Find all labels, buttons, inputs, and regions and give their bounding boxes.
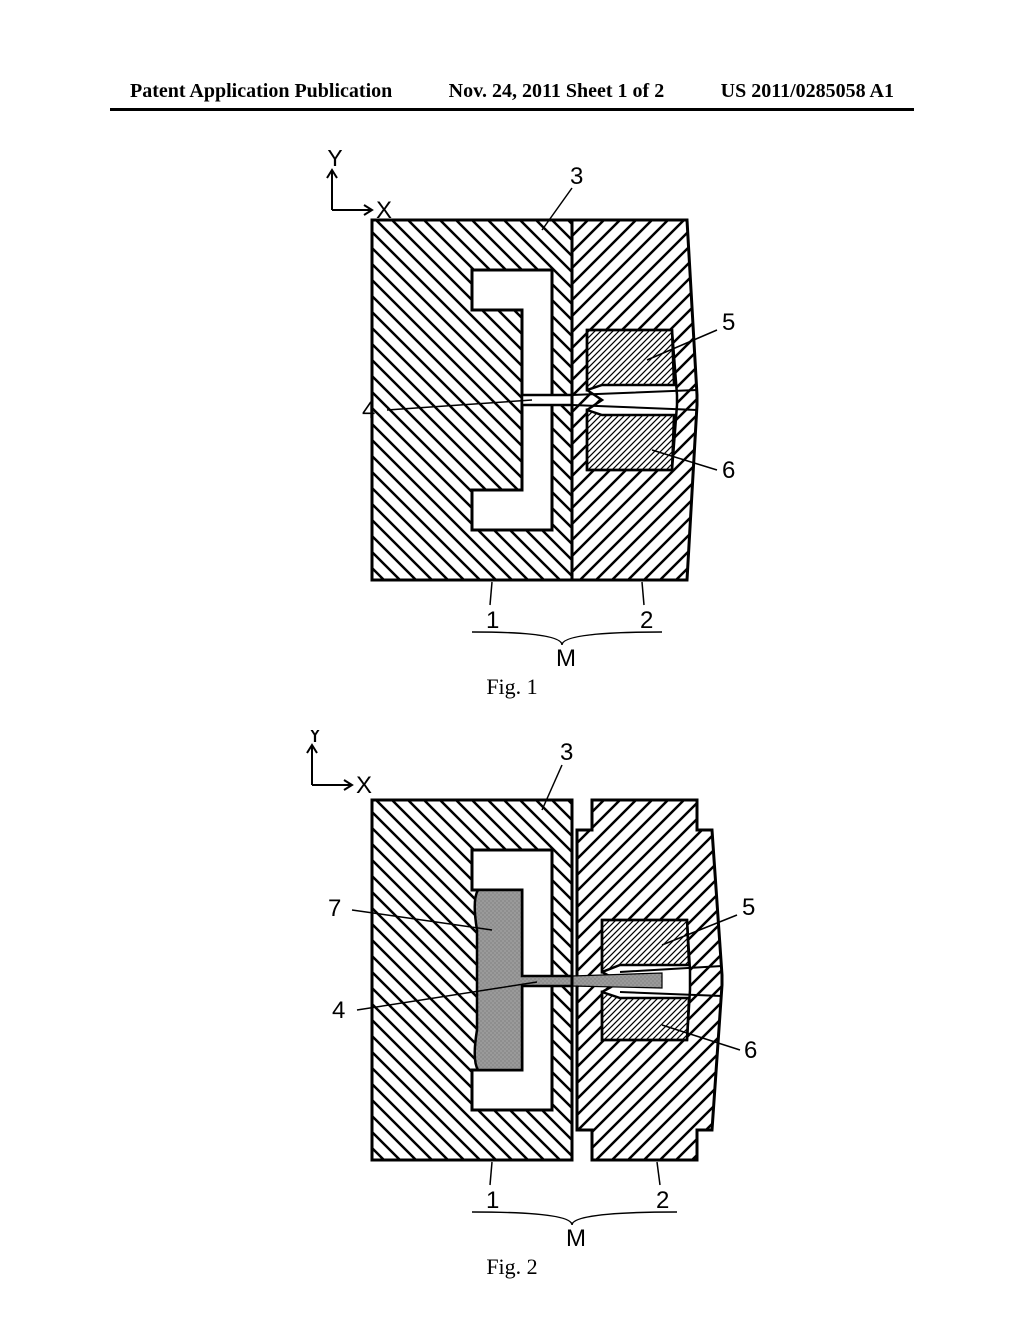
figure-1: Y X 3 4 5 6 1 2 M Fig. 1 [0, 150, 1024, 710]
page-header: Patent Application Publication Nov. 24, … [0, 80, 1024, 103]
lbl-4: 4 [362, 397, 375, 424]
lbl2-6: 6 [744, 1037, 757, 1064]
lbl2-5: 5 [742, 894, 755, 921]
lbl2-1: 1 [486, 1187, 499, 1214]
axis-x-2: X [356, 772, 372, 799]
axis-y: Y [327, 150, 343, 172]
hdr-right: US 2011/0285058 A1 [721, 80, 894, 103]
figure-2-svg: Y X 3 7 4 5 6 1 2 M [242, 730, 782, 1250]
lbl2-7: 7 [328, 895, 341, 922]
gate-lower-2 [602, 992, 689, 1040]
lbl2-2: 2 [656, 1187, 669, 1214]
lbl2-M: M [566, 1225, 586, 1250]
lbl-3: 3 [570, 163, 583, 190]
hdr-center: Nov. 24, 2011 Sheet 1 of 2 [449, 80, 665, 103]
lbl2-3: 3 [560, 739, 573, 766]
fig1-caption: Fig. 1 [486, 674, 537, 700]
gate-lower [587, 410, 674, 470]
hdr-left: Patent Application Publication [130, 80, 392, 103]
lbl-2: 2 [640, 607, 653, 634]
lbl-M: M [556, 645, 576, 670]
axis-indicator-2 [307, 745, 352, 790]
axis-indicator [327, 170, 372, 215]
gate-upper-2 [602, 920, 689, 972]
lbl-1: 1 [486, 607, 499, 634]
gate-upper [587, 330, 674, 390]
figure-1-svg: Y X 3 4 5 6 1 2 M [242, 150, 782, 670]
fig2-caption: Fig. 2 [486, 1254, 537, 1280]
axis-y-2: Y [307, 730, 323, 748]
lbl2-4: 4 [332, 997, 345, 1024]
lbl-5: 5 [722, 309, 735, 336]
lbl-6: 6 [722, 457, 735, 484]
header-rule [110, 108, 914, 111]
figure-2: Y X 3 7 4 5 6 1 2 M Fig. 2 [0, 730, 1024, 1290]
